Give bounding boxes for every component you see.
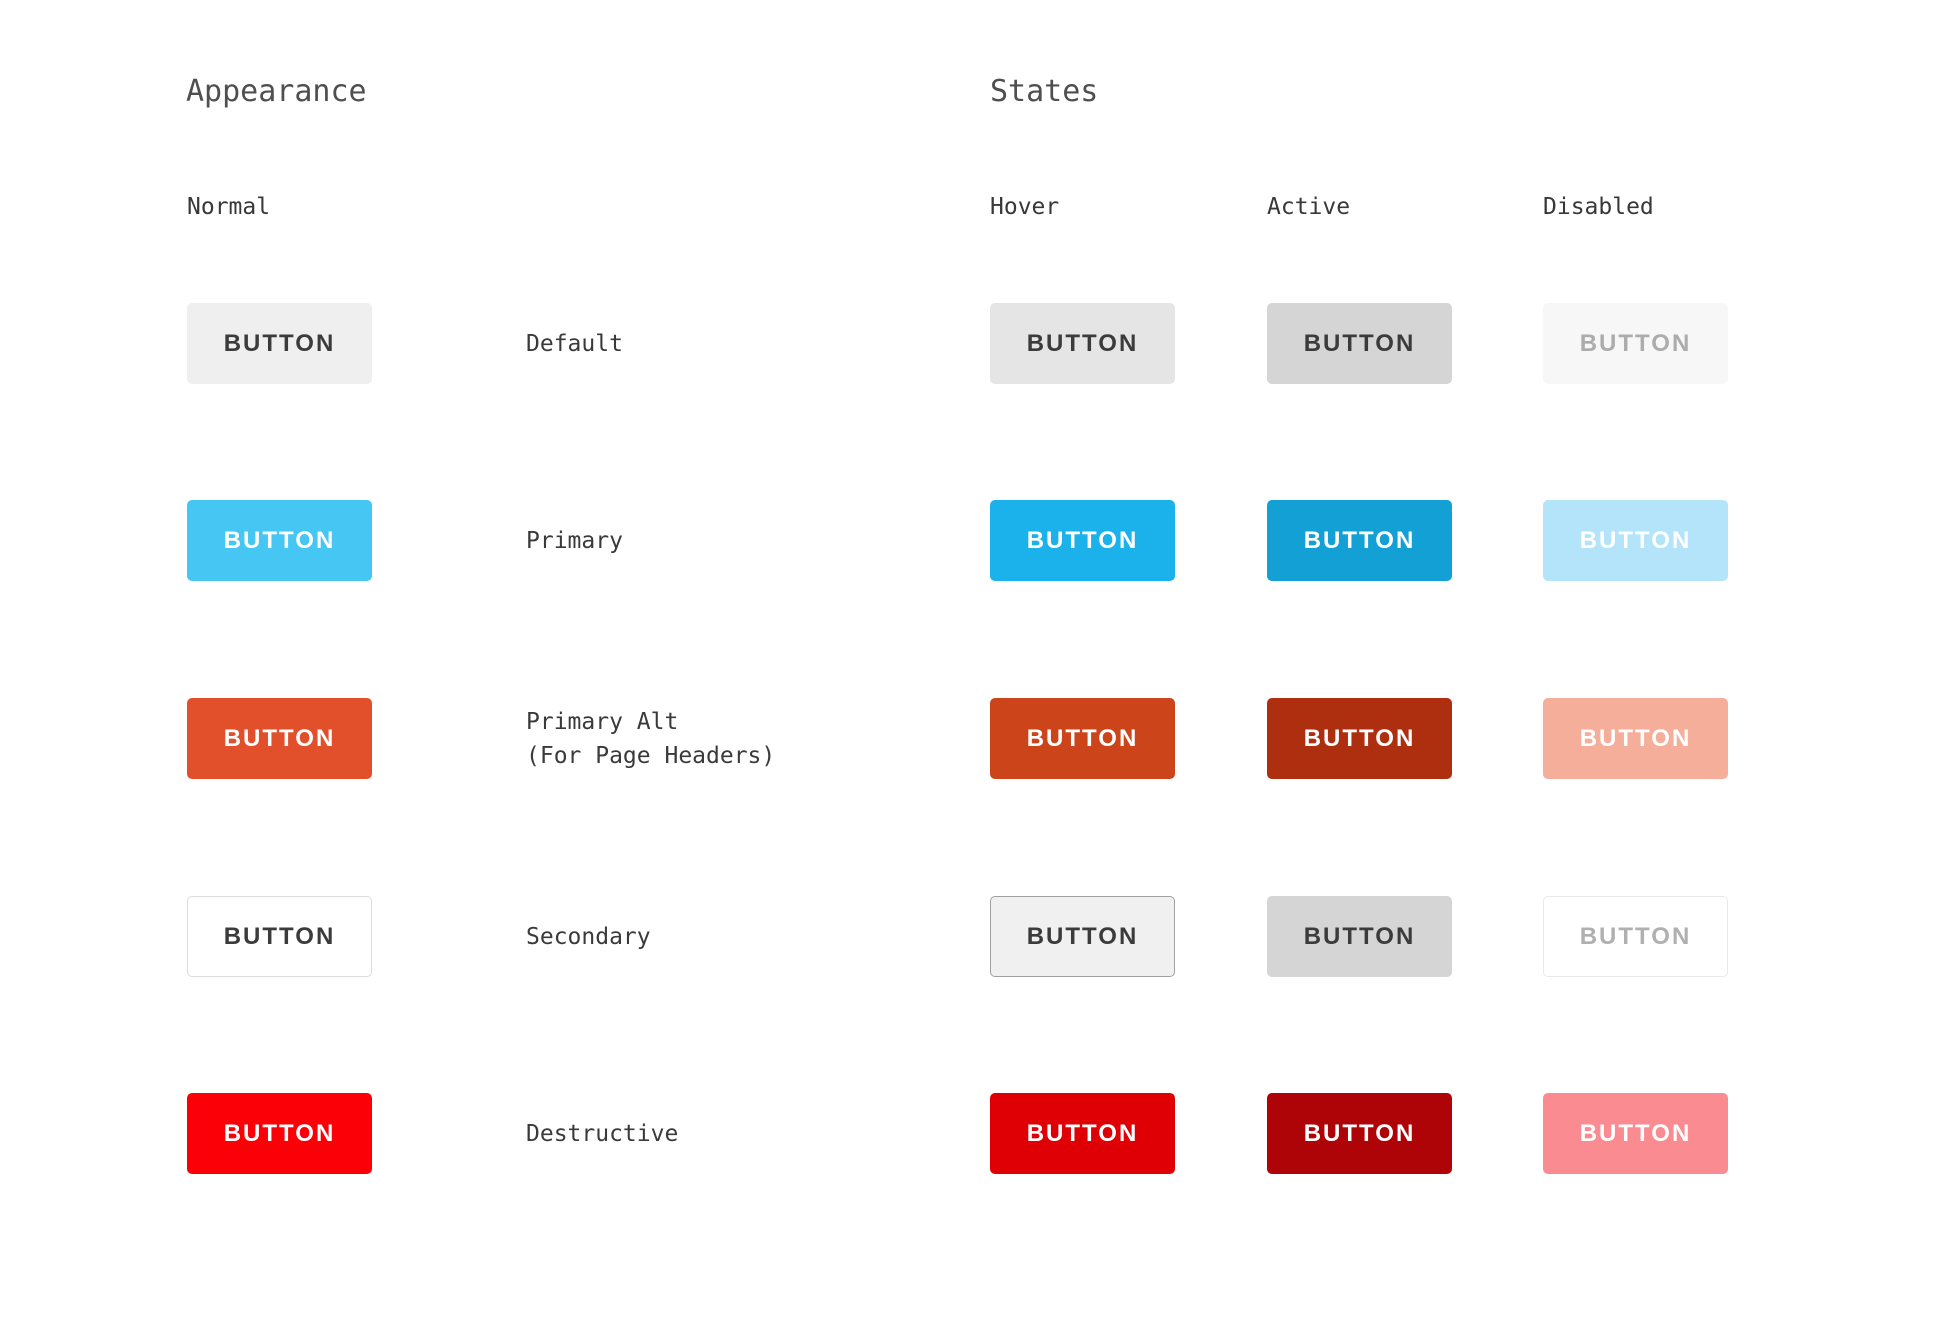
variant-label-text: Primary Alt	[526, 709, 679, 735]
variant-row-primary-alt: BUTTON Primary Alt (For Page Headers) BU…	[0, 698, 1944, 780]
default-button-active[interactable]: BUTTON	[1267, 303, 1452, 384]
column-label-active: Active	[1267, 194, 1351, 220]
primary-button-disabled[interactable]: BUTTON	[1543, 500, 1728, 581]
variant-row-primary: BUTTON Primary BUTTON BUTTON BUTTON	[0, 500, 1944, 582]
column-label-hover: Hover	[990, 194, 1060, 220]
default-button-hover[interactable]: BUTTON	[990, 303, 1175, 384]
default-button-normal[interactable]: BUTTON	[187, 303, 372, 384]
variant-label-text: Secondary	[526, 924, 651, 950]
variant-label-text: Primary	[526, 528, 623, 554]
destructive-button-disabled[interactable]: BUTTON	[1543, 1093, 1728, 1174]
column-label-normal: Normal	[187, 194, 271, 220]
primary-alt-button-hover[interactable]: BUTTON	[990, 698, 1175, 779]
destructive-button-hover[interactable]: BUTTON	[990, 1093, 1175, 1174]
secondary-button-hover[interactable]: BUTTON	[990, 896, 1175, 977]
variant-label-primary-alt: Primary Alt (For Page Headers)	[526, 698, 775, 780]
secondary-button-active[interactable]: BUTTON	[1267, 896, 1452, 977]
variant-label-default: Default	[526, 303, 623, 385]
variant-label-text: Default	[526, 331, 623, 357]
variant-row-destructive: BUTTON Destructive BUTTON BUTTON BUTTON	[0, 1093, 1944, 1175]
destructive-button-active[interactable]: BUTTON	[1267, 1093, 1452, 1174]
variant-label-secondary: Secondary	[526, 896, 651, 978]
variant-label-text: Destructive	[526, 1121, 679, 1147]
variant-label-destructive: Destructive	[526, 1093, 678, 1175]
variant-label-subtext: (For Page Headers)	[526, 743, 776, 769]
default-button-disabled[interactable]: BUTTON	[1543, 303, 1728, 384]
variant-row-secondary: BUTTON Secondary BUTTON BUTTON BUTTON	[0, 896, 1944, 978]
primary-alt-button-active[interactable]: BUTTON	[1267, 698, 1452, 779]
appearance-heading: Appearance	[186, 74, 367, 109]
primary-button-normal[interactable]: BUTTON	[187, 500, 372, 581]
secondary-button-normal[interactable]: BUTTON	[187, 896, 372, 977]
primary-alt-button-disabled[interactable]: BUTTON	[1543, 698, 1728, 779]
variant-row-default: BUTTON Default BUTTON BUTTON BUTTON	[0, 303, 1944, 385]
primary-alt-button-normal[interactable]: BUTTON	[187, 698, 372, 779]
column-label-disabled: Disabled	[1543, 194, 1654, 220]
destructive-button-normal[interactable]: BUTTON	[187, 1093, 372, 1174]
primary-button-hover[interactable]: BUTTON	[990, 500, 1175, 581]
states-heading: States	[990, 74, 1099, 109]
variant-label-primary: Primary	[526, 500, 623, 582]
secondary-button-disabled[interactable]: BUTTON	[1543, 896, 1728, 977]
primary-button-active[interactable]: BUTTON	[1267, 500, 1452, 581]
